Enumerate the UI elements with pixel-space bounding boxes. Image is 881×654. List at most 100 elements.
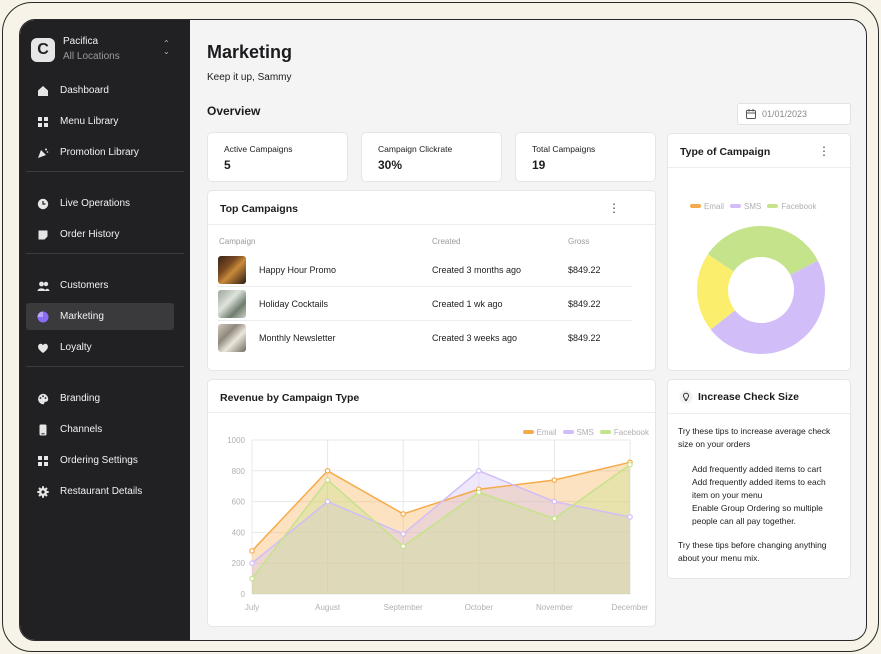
x-tick-label: December — [612, 603, 649, 612]
legend-label: Email — [536, 427, 557, 437]
tip-item: Enable Group Ordering so multiple people… — [692, 503, 823, 526]
donut-chart — [697, 226, 825, 354]
data-point-email[interactable] — [324, 467, 331, 474]
location-switcher[interactable]: C Pacifica All Locations ⌃ ⌄ — [31, 36, 181, 68]
legend-item-sms: SMS — [730, 202, 761, 211]
y-tick-label: 600 — [232, 498, 246, 507]
stat-label: Total Campaigns — [532, 144, 596, 154]
sidebar-item-label: Menu Library — [60, 116, 119, 127]
sidebar-item-marketing[interactable]: Marketing — [26, 303, 174, 330]
main-content: Marketing Keep it up, Sammy Overview 01/… — [190, 20, 866, 640]
sidebar-item-ordering-settings[interactable]: Ordering Settings — [26, 447, 174, 474]
sidebar-item-menu-library[interactable]: Menu Library — [26, 108, 174, 135]
note-icon — [36, 228, 50, 242]
stat-value: 30% — [378, 158, 403, 172]
tip-item: Add frequently added items to each item … — [692, 477, 826, 500]
stat-card-clickrate: Campaign Clickrate 30% — [361, 132, 502, 182]
divider — [668, 167, 850, 168]
sidebar-item-order-history[interactable]: Order History — [26, 221, 174, 248]
campaign-thumbnail — [218, 324, 246, 352]
data-point-sms[interactable] — [324, 498, 331, 505]
data-point-facebook[interactable] — [627, 461, 633, 468]
card-title: Increase Check Size — [698, 391, 799, 403]
pie-slice-1[interactable] — [710, 260, 825, 354]
data-point-sms[interactable] — [400, 531, 407, 537]
data-point-facebook[interactable] — [475, 489, 482, 496]
x-tick-label: July — [245, 603, 259, 612]
column-header-created: Created — [432, 237, 461, 246]
palette-icon — [36, 392, 50, 406]
table-row[interactable]: Holiday Cocktails Created 1 wk ago $849.22 — [218, 287, 632, 321]
pie-legend: Email SMS Facebook — [690, 195, 823, 213]
pie-slice-2[interactable] — [697, 254, 736, 330]
data-point-email[interactable] — [400, 511, 407, 517]
sidebar-item-label: Dashboard — [60, 85, 109, 96]
campaign-name: Holiday Cocktails — [259, 299, 329, 309]
card-title: Top Campaigns — [220, 203, 298, 215]
campaign-name: Happy Hour Promo — [259, 265, 337, 275]
legend-item-email: Email — [522, 427, 557, 437]
sidebar-item-customers[interactable]: Customers — [26, 272, 174, 299]
legend-item-email: Email — [690, 202, 724, 211]
table-row[interactable]: Monthly Newsletter Created 3 weeks ago $84… — [218, 321, 632, 355]
data-point-sms[interactable] — [627, 514, 633, 520]
sidebar-item-restaurant-details[interactable]: Restaurant Details — [26, 478, 174, 505]
legend-item-facebook: Facebook — [599, 428, 649, 437]
sidebar-item-channels[interactable]: Channels — [26, 416, 174, 443]
sidebar-item-label: Live Operations — [60, 198, 131, 209]
area-chart: 0 200 400 600 800 1000 July August September Octo… — [227, 436, 649, 612]
legend-swatch — [767, 204, 779, 208]
data-point-facebook[interactable] — [249, 575, 255, 582]
sidebar-item-label: Order History — [60, 229, 120, 240]
date-picker[interactable]: 01/01/2023 — [737, 103, 851, 125]
data-point-sms[interactable] — [475, 467, 482, 474]
legend-swatch — [599, 430, 611, 434]
app-window: C Pacifica All Locations ⌃ ⌄ Dashboard Men… — [19, 19, 867, 641]
x-tick-label: November — [536, 603, 573, 612]
legend-swatch — [730, 204, 742, 208]
revenue-card: Revenue by Campaign Type Email SMS Faceboo… — [207, 379, 656, 627]
sidebar-item-label: Ordering Settings — [60, 455, 138, 466]
page-title: Marketing — [207, 42, 293, 62]
more-vertical-icon[interactable]: ⋮ — [608, 201, 620, 215]
data-point-sms[interactable] — [249, 560, 255, 567]
table-row[interactable]: Happy Hour Promo Created 3 months ago $849… — [218, 253, 632, 287]
data-point-facebook[interactable] — [551, 515, 558, 522]
sidebar-item-live-operations[interactable]: Live Operations — [26, 190, 174, 217]
x-tick-label: August — [315, 603, 341, 612]
legend-swatch — [690, 204, 701, 208]
sidebar-item-promotion-library[interactable]: Promotion Library — [26, 139, 174, 166]
card-title: Type of Campaign — [680, 146, 771, 158]
data-point-sms[interactable] — [551, 498, 558, 505]
sidebar-item-dashboard[interactable]: Dashboard — [26, 77, 174, 104]
legend-swatch — [522, 430, 534, 434]
campaign-thumbnail — [218, 256, 246, 284]
stat-label: Campaign Clickrate — [378, 144, 453, 154]
data-point-facebook[interactable] — [400, 543, 407, 550]
sidebar-item-branding[interactable]: Branding — [26, 385, 174, 412]
sidebar-item-loyalty[interactable]: Loyalty — [26, 334, 174, 361]
home-icon — [36, 84, 50, 98]
calendar-icon — [746, 109, 756, 119]
data-point-facebook[interactable] — [324, 477, 331, 483]
campaign-gross: $849.22 — [568, 299, 601, 309]
data-point-email[interactable] — [551, 477, 558, 483]
brand-logo: C — [31, 38, 55, 62]
sidebar-divider — [26, 171, 184, 172]
sidebar-item-label: Restaurant Details — [60, 486, 143, 497]
sidebar-item-label: Loyalty — [60, 342, 92, 353]
legend-swatch — [562, 430, 574, 434]
data-point-email[interactable] — [249, 548, 255, 554]
legend-item-sms: SMS — [562, 428, 594, 437]
divider — [208, 224, 655, 225]
sidebar-divider — [26, 253, 184, 254]
sidebar-item-label: Channels — [60, 424, 103, 435]
campaign-created: Created 3 months ago — [432, 265, 522, 275]
area-fill-sms — [252, 470, 630, 594]
column-header-gross: Gross — [568, 237, 590, 246]
date-value: 01/01/2023 — [762, 109, 808, 119]
pie-slice-0[interactable] — [707, 226, 818, 275]
tips-card: Increase Check Size Try these tips to in… — [667, 379, 851, 579]
more-vertical-icon[interactable]: ⋮ — [818, 144, 830, 158]
